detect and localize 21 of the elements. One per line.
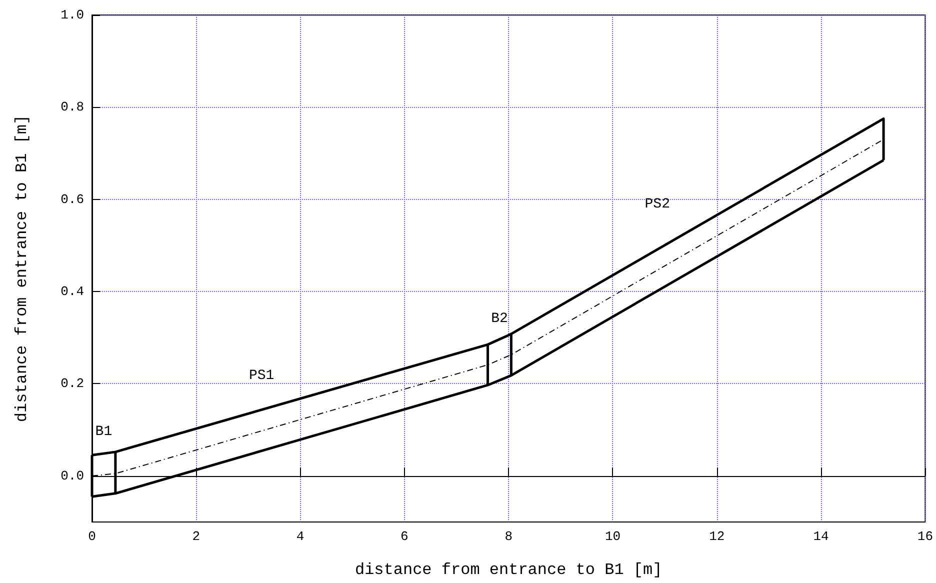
x-tick-label: 4: [296, 529, 304, 544]
x-tick-label: 0: [88, 529, 96, 544]
x-tick-label: 2: [192, 529, 200, 544]
y-tick-label: 0.8: [60, 100, 84, 115]
x-tick-label: 12: [709, 529, 725, 544]
annotation: PS1: [248, 368, 274, 384]
y-tick-label: 1.0: [60, 8, 84, 22]
x-tick-label: 8: [504, 529, 513, 544]
y-tick-label: 0.2: [60, 376, 84, 392]
x-tick-label: 10: [604, 529, 621, 544]
annotation: B1: [95, 424, 112, 440]
annotation: B2: [491, 311, 508, 328]
y-axis-title: distance from entrance to B1 [m]: [13, 114, 31, 422]
x-tick-label: 6: [400, 529, 408, 544]
x-axis-title: distance from entrance to B1 [m]: [354, 561, 662, 579]
y-tick-label: 0.0: [60, 468, 84, 484]
y-tick-label: 0.6: [60, 192, 84, 207]
y-tick-label: 0.4: [60, 284, 84, 300]
x-tick-label: 16: [917, 529, 934, 544]
x-tick-label: 14: [813, 529, 830, 544]
annotation: PS2: [644, 196, 670, 212]
